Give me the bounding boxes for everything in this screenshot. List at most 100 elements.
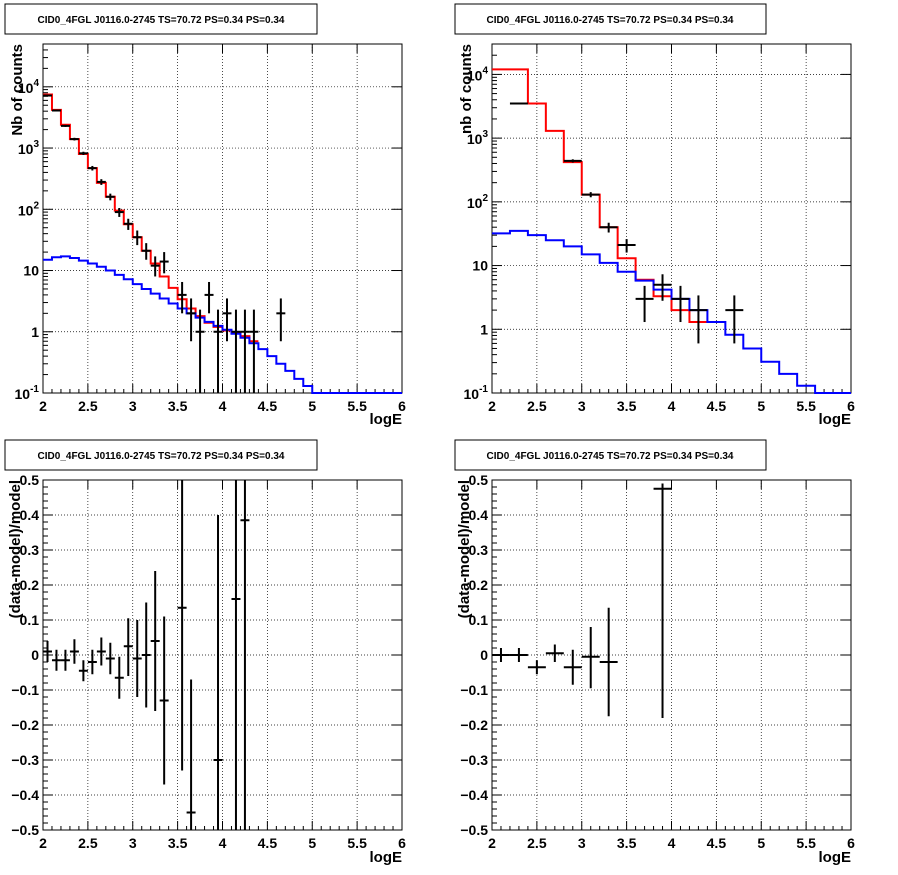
data-point (635, 285, 654, 323)
y-tick-exp: 3 (33, 139, 39, 150)
panel-title: CID0_4FGL J0116.0-2745 TS=70.72 PS=0.34 … (487, 15, 734, 26)
y-axis-label: Nb of counts (9, 44, 26, 136)
y-tick-label: −0.3 (460, 752, 488, 768)
x-tick-label: 5 (757, 398, 765, 414)
grid (492, 480, 851, 830)
x-tick-label: 4 (668, 835, 676, 851)
panel-title: CID0_4FGL J0116.0-2745 TS=70.72 PS=0.34 … (38, 451, 285, 462)
data-point (509, 648, 528, 662)
y-tick-labels: −0.5 −0.4 −0.3 −0.2 −0.1 0 0.1 0.2 0.3 0.4 0.5 (11, 472, 39, 838)
y-tick-label: 10-1 (15, 384, 40, 402)
data-point (87, 165, 97, 171)
data-point (231, 309, 241, 393)
x-axis-label: logE (819, 849, 852, 866)
y-tick-label: −0.5 (11, 822, 39, 838)
y-tick-label: 104 (467, 65, 489, 83)
data-point (43, 94, 52, 97)
grid (492, 44, 851, 393)
y-tick-base: 10 (18, 141, 34, 157)
data-point (276, 298, 286, 342)
data-point (141, 602, 151, 708)
data-point (509, 102, 528, 105)
data-point (132, 620, 142, 697)
data-point (69, 137, 79, 141)
data-point (599, 607, 618, 717)
axis-ticks (42, 44, 403, 394)
x-tick-label: 4 (219, 398, 227, 414)
x-tick-label: 2 (39, 835, 47, 851)
data-point (159, 252, 169, 274)
x-tick-label: 4.5 (258, 398, 278, 414)
x-tick-label: 2.5 (78, 398, 98, 414)
data-point (51, 109, 61, 112)
data-point (563, 159, 582, 163)
y-tick-label: 1 (31, 324, 39, 340)
y-tick-label: −0.3 (11, 752, 39, 768)
panel-title-box (454, 3, 767, 35)
y-tick-label: 0.5 (469, 472, 489, 488)
data-point (249, 309, 259, 393)
panel-title-box (4, 3, 318, 35)
x-tick-label: 6 (398, 398, 406, 414)
y-tick-label: 0.5 (20, 472, 40, 488)
data-point (96, 179, 106, 185)
y-tick-base: 10 (464, 386, 480, 402)
x-tick-label: 5.5 (796, 835, 816, 851)
x-tick-label: 3 (578, 835, 586, 851)
y-tick-label: 0 (480, 647, 488, 663)
y-tick-exp: 2 (482, 193, 488, 204)
residual-panel-left: CID0_4FGL J0116.0-2745 TS=70.72 PS=0.34 … (4, 439, 406, 866)
panel-title: CID0_4FGL J0116.0-2745 TS=70.72 PS=0.34 … (487, 451, 734, 462)
y-tick-label: −0.4 (11, 787, 39, 803)
y-tick-exp: -1 (30, 384, 39, 395)
y-tick-base: 10 (15, 386, 31, 402)
grid (43, 44, 402, 393)
y-tick-exp: -1 (479, 384, 488, 395)
data-point (177, 480, 187, 771)
data-point (186, 298, 196, 342)
data-point (43, 641, 52, 662)
data-point (132, 230, 142, 246)
data-point (581, 192, 600, 198)
panel-title-box (454, 439, 767, 471)
x-tick-label: 4.5 (258, 835, 278, 851)
x-tick-labels: 2 2.5 3 3.5 4 4.5 5 5.5 6 (488, 835, 855, 851)
y-tick-label: 10-1 (464, 384, 489, 402)
x-tick-label: 2 (488, 835, 496, 851)
axis-ticks (491, 479, 852, 831)
background-model-line (43, 255, 402, 394)
y-tick-label: −0.1 (460, 682, 488, 698)
y-tick-exp: 2 (33, 200, 39, 211)
x-tick-label: 3 (129, 398, 137, 414)
x-tick-label: 5 (757, 835, 765, 851)
y-axis-label: nb of counts (458, 44, 475, 134)
data-point (60, 124, 70, 127)
y-tick-label: 103 (18, 139, 40, 157)
data-point (105, 642, 115, 675)
y-tick-label: −0.2 (11, 717, 39, 733)
x-axis-label: logE (370, 849, 403, 866)
y-tick-label: 1 (480, 321, 488, 337)
y-tick-label: 0.4 (20, 507, 40, 523)
data-point (527, 660, 546, 675)
x-tick-label: 5.5 (347, 398, 367, 414)
y-tick-label: 102 (18, 200, 40, 218)
x-axis-label: logE (819, 411, 852, 428)
residual-panel-right: CID0_4FGL J0116.0-2745 TS=70.72 PS=0.34 … (454, 439, 855, 866)
x-tick-label: 3.5 (168, 398, 188, 414)
data-point (653, 274, 672, 301)
x-tick-labels: 2 2.5 3 3.5 4 4.5 5 5.5 6 (39, 835, 406, 851)
data-point (51, 649, 61, 671)
data-point (60, 649, 70, 671)
model-curves (43, 93, 402, 394)
y-tick-label: 102 (467, 193, 489, 211)
y-tick-exp: 4 (482, 65, 488, 76)
data-point (114, 207, 124, 217)
data-point (231, 480, 241, 830)
data-point (492, 648, 510, 662)
x-tick-label: 4.5 (707, 398, 727, 414)
y-tick-label: −0.1 (11, 682, 39, 698)
x-tick-label: 5.5 (347, 835, 367, 851)
